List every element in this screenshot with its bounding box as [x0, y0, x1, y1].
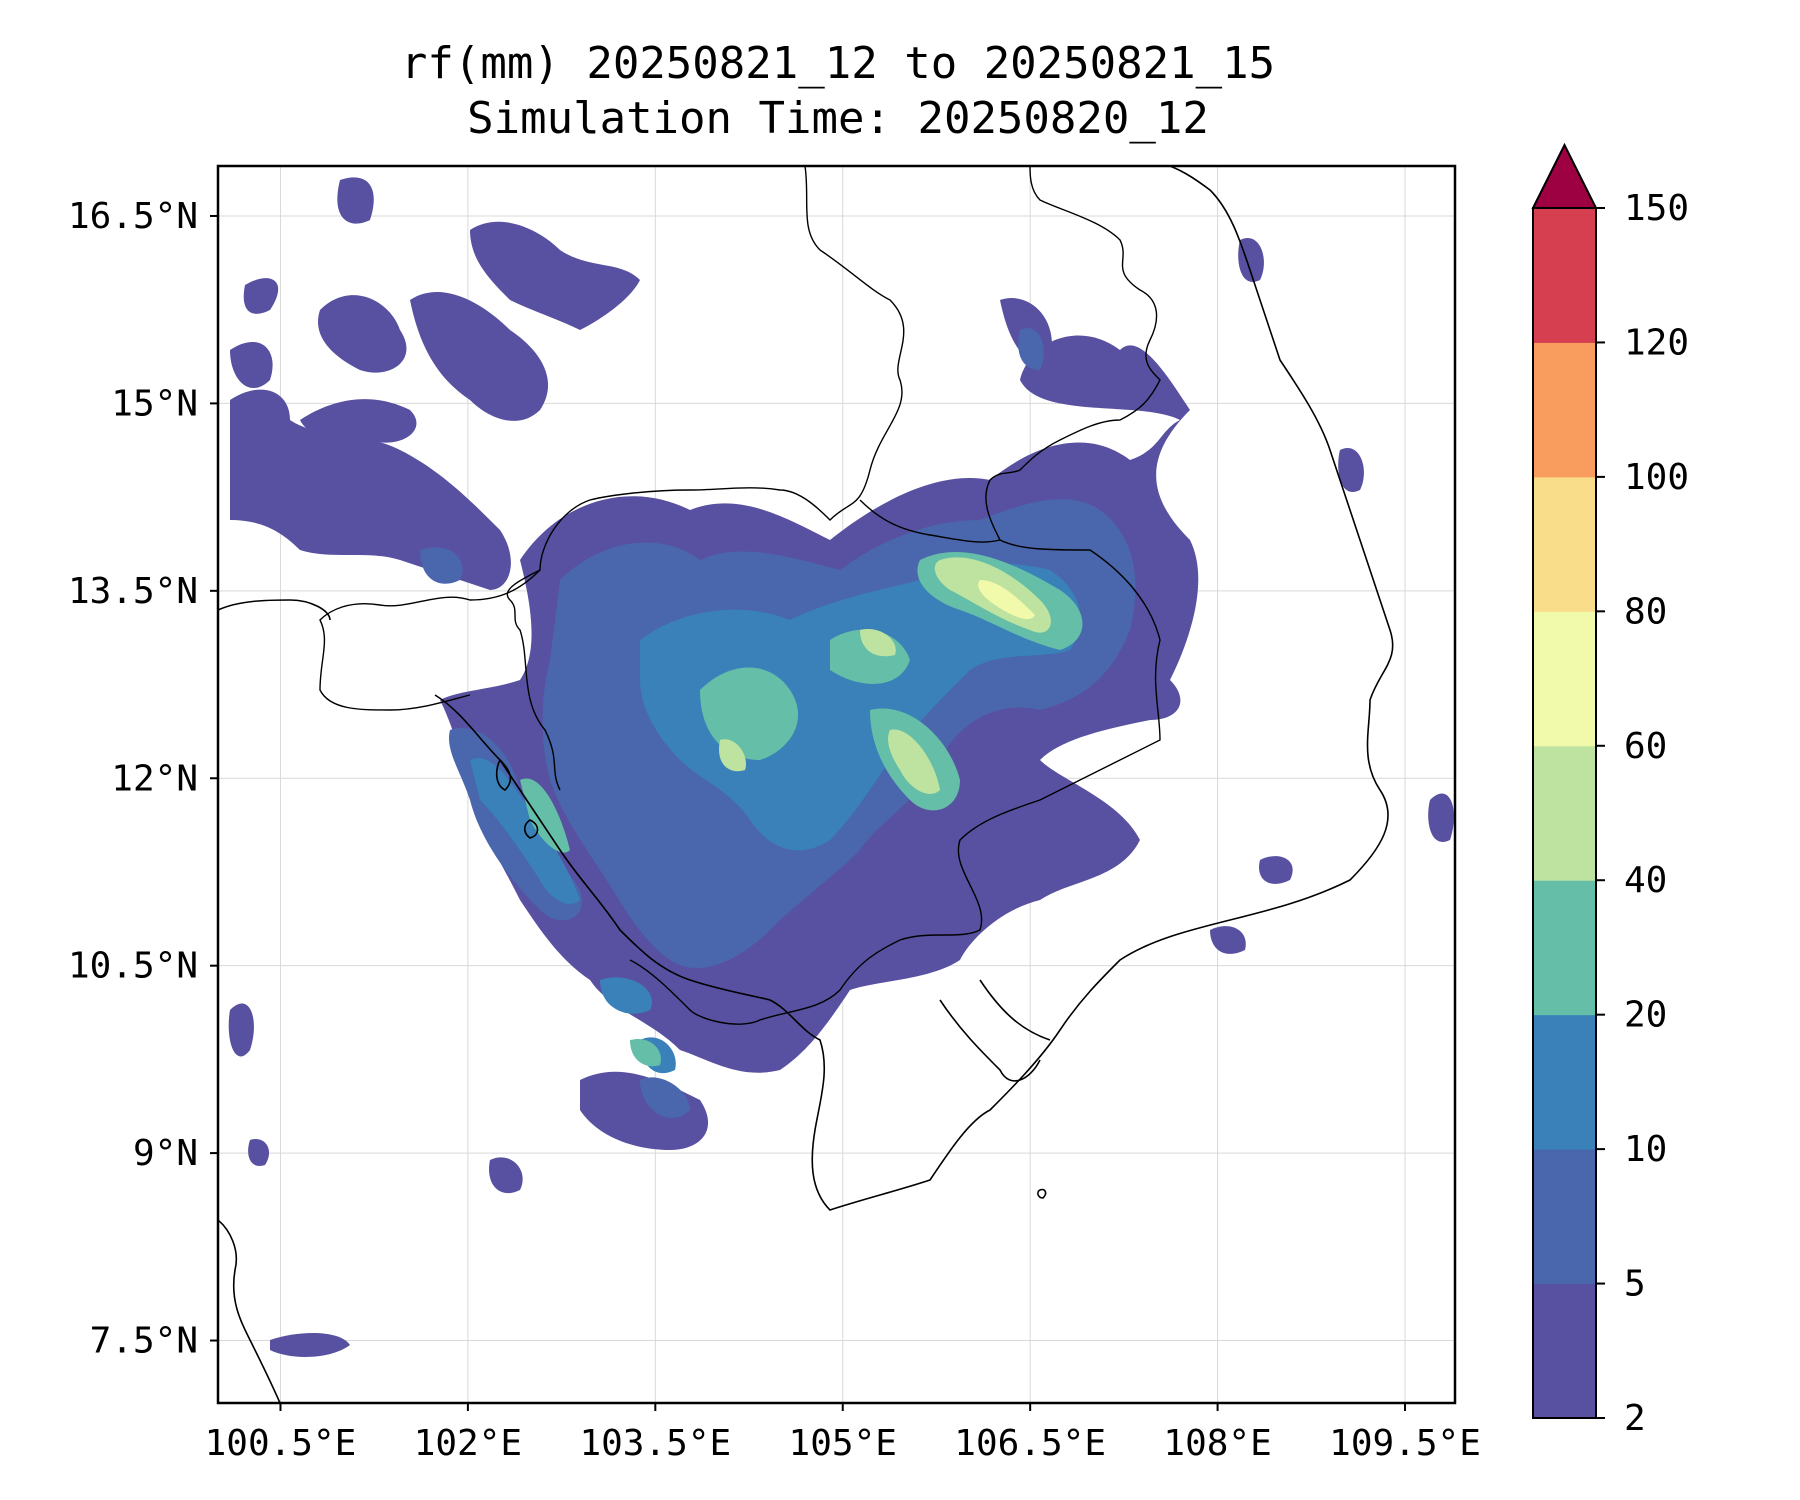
colorbar-tick-label: 100 [1624, 457, 1689, 498]
x-tick-label: 100.5°E [205, 1423, 357, 1464]
map-frame [216, 164, 1457, 1405]
y-tick-label: 16.5°N [68, 196, 198, 237]
colorbar-bin [1533, 611, 1596, 747]
colorbar-tick-label: 120 [1624, 322, 1689, 363]
y-tick-label: 13.5°N [68, 571, 198, 612]
y-tick-label: 15°N [111, 383, 198, 424]
colorbar-bin [1533, 208, 1596, 343]
colorbar-tick-label: 2 [1624, 1398, 1646, 1439]
colorbar-tick-label: 20 [1624, 995, 1667, 1036]
colorbar-tick-label: 150 [1624, 188, 1689, 229]
y-tick-label: 9°N [133, 1133, 198, 1174]
country-borders [319, 166, 1161, 1025]
rainfall-60-80mm-areas [978, 580, 1035, 620]
x-tick-label: 106.5°E [954, 1423, 1106, 1464]
colorbar-tick-label: 80 [1624, 591, 1667, 632]
colorbar: 2 5 10 20 40 60 80 100 120 150 [1531, 142, 1689, 1439]
coastlines [218, 166, 1394, 1403]
x-tick-label: 103.5°E [579, 1423, 731, 1464]
x-tick-label: 109.5°E [1329, 1423, 1481, 1464]
colorbar-tick-label: 40 [1624, 860, 1667, 901]
longitude-axis: 100.5°E 102°E 103.5°E 105°E 106.5°E 108°E 109.… [205, 1403, 1481, 1464]
y-tick-label: 12°N [111, 758, 198, 799]
colorbar-tick-label: 60 [1624, 726, 1667, 767]
latitude-axis: 16.5°N 15°N 13.5°N 12°N 10.5°N 9°N 7.5°N [68, 196, 218, 1362]
colorbar-bin [1533, 476, 1596, 612]
colorbar-bin [1533, 1149, 1596, 1285]
map-panel: 100.5°E 102°E 103.5°E 105°E 106.5°E 108°E 109.… [68, 164, 1481, 1464]
y-tick-label: 10.5°N [68, 946, 198, 987]
x-tick-label: 108°E [1163, 1423, 1271, 1464]
colorbar-bin [1533, 1014, 1596, 1150]
map-title-line1: rf(mm) 20250821_12 to 20250821_15 [401, 38, 1275, 89]
colorbar-tick-label: 5 [1624, 1264, 1646, 1305]
colorbar-frame [1532, 207, 1597, 1419]
y-tick-label: 7.5°N [90, 1321, 198, 1362]
colorbar-bin [1533, 880, 1596, 1016]
colorbar-bin [1533, 342, 1596, 478]
colorbar-bin [1533, 745, 1596, 881]
x-tick-label: 105°E [789, 1423, 897, 1464]
colorbar-tick-label: 10 [1624, 1129, 1667, 1170]
colorbar-bin [1533, 1283, 1596, 1419]
x-tick-label: 102°E [414, 1423, 522, 1464]
map-title-line2: Simulation Time: 20250820_12 [467, 93, 1209, 144]
